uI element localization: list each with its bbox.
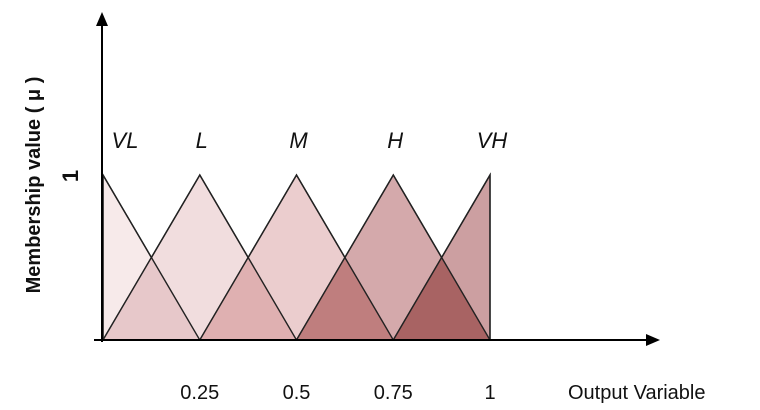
overlap-region <box>393 257 490 340</box>
y-axis-title: Membership value ( μ ) <box>23 77 45 294</box>
x-axis-title: Output Variable <box>568 382 706 404</box>
set-label-vh: VH <box>477 128 508 153</box>
x-tick-label: 0.75 <box>374 382 413 404</box>
x-tick-label: 1 <box>484 382 495 404</box>
x-tick-label: 0.5 <box>283 382 311 404</box>
set-label-h: H <box>387 128 403 153</box>
set-labels: VL L M H VH <box>112 128 508 153</box>
y-tick-label: 1 <box>58 170 83 182</box>
overlap-region <box>296 257 394 340</box>
overlap-region <box>199 257 297 340</box>
x-tick-label: 0.25 <box>180 382 219 404</box>
set-label-l: L <box>196 128 208 153</box>
axes <box>94 12 660 346</box>
set-label-vl: VL <box>112 128 139 153</box>
x-tick-labels: 0.25 0.5 0.75 1 <box>180 382 495 404</box>
set-label-m: M <box>289 128 308 153</box>
overlap-regions <box>103 257 490 340</box>
overlap-region <box>103 257 200 340</box>
x-axis-arrow <box>646 334 660 346</box>
y-axis-arrow <box>96 12 108 26</box>
